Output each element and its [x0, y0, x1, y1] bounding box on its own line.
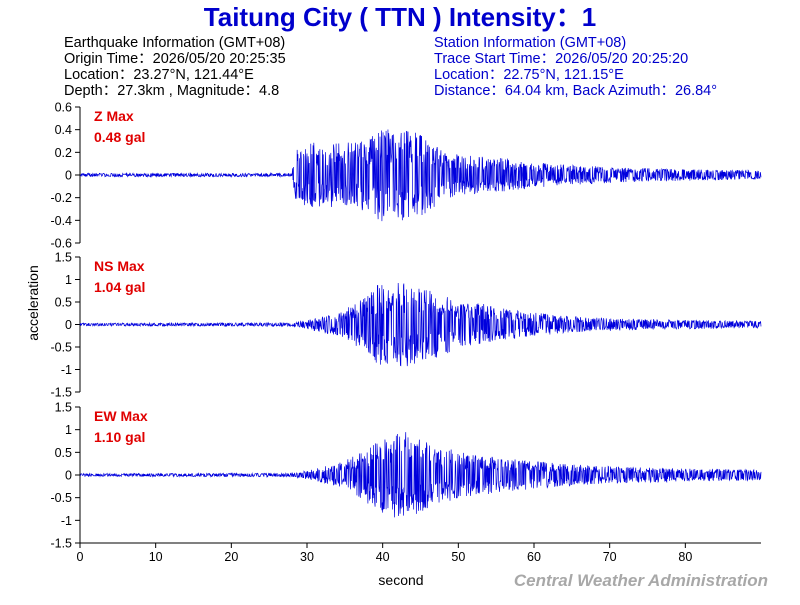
x-tick-label: 10	[149, 550, 163, 564]
y-tick-label: 1	[65, 273, 72, 287]
station-info-heading: Station Information (GMT+08)	[434, 35, 626, 51]
credit-text: Central Weather Administration	[514, 571, 768, 590]
y-tick-label: 0	[65, 169, 72, 183]
y-tick-label: 0	[65, 318, 72, 332]
y-tick-label: 0.2	[55, 146, 72, 160]
max-value: 0.48 gal	[94, 129, 145, 145]
y-tick-label: 1.5	[55, 251, 72, 265]
y-tick-label: 0.6	[55, 101, 72, 115]
y-axis-label: acceleration	[25, 265, 41, 341]
waveform-z	[79, 129, 762, 222]
y-tick-label: 0.5	[55, 446, 72, 460]
earthquake-location: Location：23.27°N, 121.44°E	[64, 67, 254, 83]
earthquake-info: Earthquake Information (GMT+08) Origin T…	[64, 35, 286, 99]
x-tick-label: 70	[603, 550, 617, 564]
y-tick-label: 1.5	[55, 401, 72, 415]
x-tick-label: 30	[300, 550, 314, 564]
x-tick-label: 60	[527, 550, 541, 564]
panel-z: 0.6 0.4 0.2 0 -0.2 -0.4 -0.6 Z Max 0.48 gal	[50, 101, 762, 251]
y-tick-label: 0.5	[55, 296, 72, 310]
waveform-ew	[79, 432, 762, 518]
trace-panels: 0.6 0.4 0.2 0 -0.2 -0.4 -0.6 Z Max 0.48 gal 1.5 1 0…	[50, 101, 762, 551]
max-value: 1.10 gal	[94, 429, 145, 445]
earthquake-depth-magnitude: Depth：27.3km , Magnitude：4.8	[64, 83, 279, 99]
y-tick-label: -1.5	[50, 537, 72, 551]
x-tick-label: 80	[678, 550, 692, 564]
y-tick-label: -1.5	[50, 386, 72, 400]
earthquake-info-heading: Earthquake Information (GMT+08)	[64, 35, 285, 51]
x-tick-label: 20	[224, 550, 238, 564]
earthquake-origin-time: Origin Time：2026/05/20 20:25:35	[64, 51, 286, 67]
station-location: Location：22.75°N, 121.15°E	[434, 67, 624, 83]
y-tick-label: -1	[61, 514, 72, 528]
y-tick-label: -0.5	[50, 491, 72, 505]
x-tick-label: 0	[77, 550, 84, 564]
y-tick-label: -0.2	[50, 191, 72, 205]
x-axis-label: second	[378, 572, 423, 588]
panel-ns: 1.5 1 0.5 0 -0.5 -1 -1.5 NS Max 1.04 gal	[50, 251, 762, 400]
x-tick-label: 50	[451, 550, 465, 564]
max-label: EW Max	[94, 408, 148, 424]
y-tick-label: -1	[61, 363, 72, 377]
station-trace-start: Trace Start Time：2026/05/20 20:25:20	[434, 51, 688, 67]
y-tick-label: 1	[65, 423, 72, 437]
station-info: Station Information (GMT+08) Trace Start…	[434, 35, 717, 99]
max-label: NS Max	[94, 258, 145, 274]
y-tick-label: -0.5	[50, 341, 72, 355]
panel-ew: 1.5 1 0.5 0 -0.5 -1 -1.5 EW Max 1.10 gal	[50, 401, 762, 551]
y-tick-label: -0.6	[50, 237, 72, 251]
station-distance: Distance：64.04 km, Back Azimuth：26.84°	[434, 83, 717, 99]
y-tick-label: 0.4	[55, 123, 72, 137]
waveform-ns	[79, 283, 762, 367]
y-tick-label: -0.4	[50, 214, 72, 228]
x-tick-label: 40	[376, 550, 390, 564]
chart-title: Taitung City ( TTN ) Intensity：1	[204, 2, 596, 32]
x-axis: 0 10 20 30 40 50 60 70 80	[77, 542, 761, 564]
max-value: 1.04 gal	[94, 279, 145, 295]
max-label: Z Max	[94, 108, 134, 124]
y-tick-label: 0	[65, 469, 72, 483]
